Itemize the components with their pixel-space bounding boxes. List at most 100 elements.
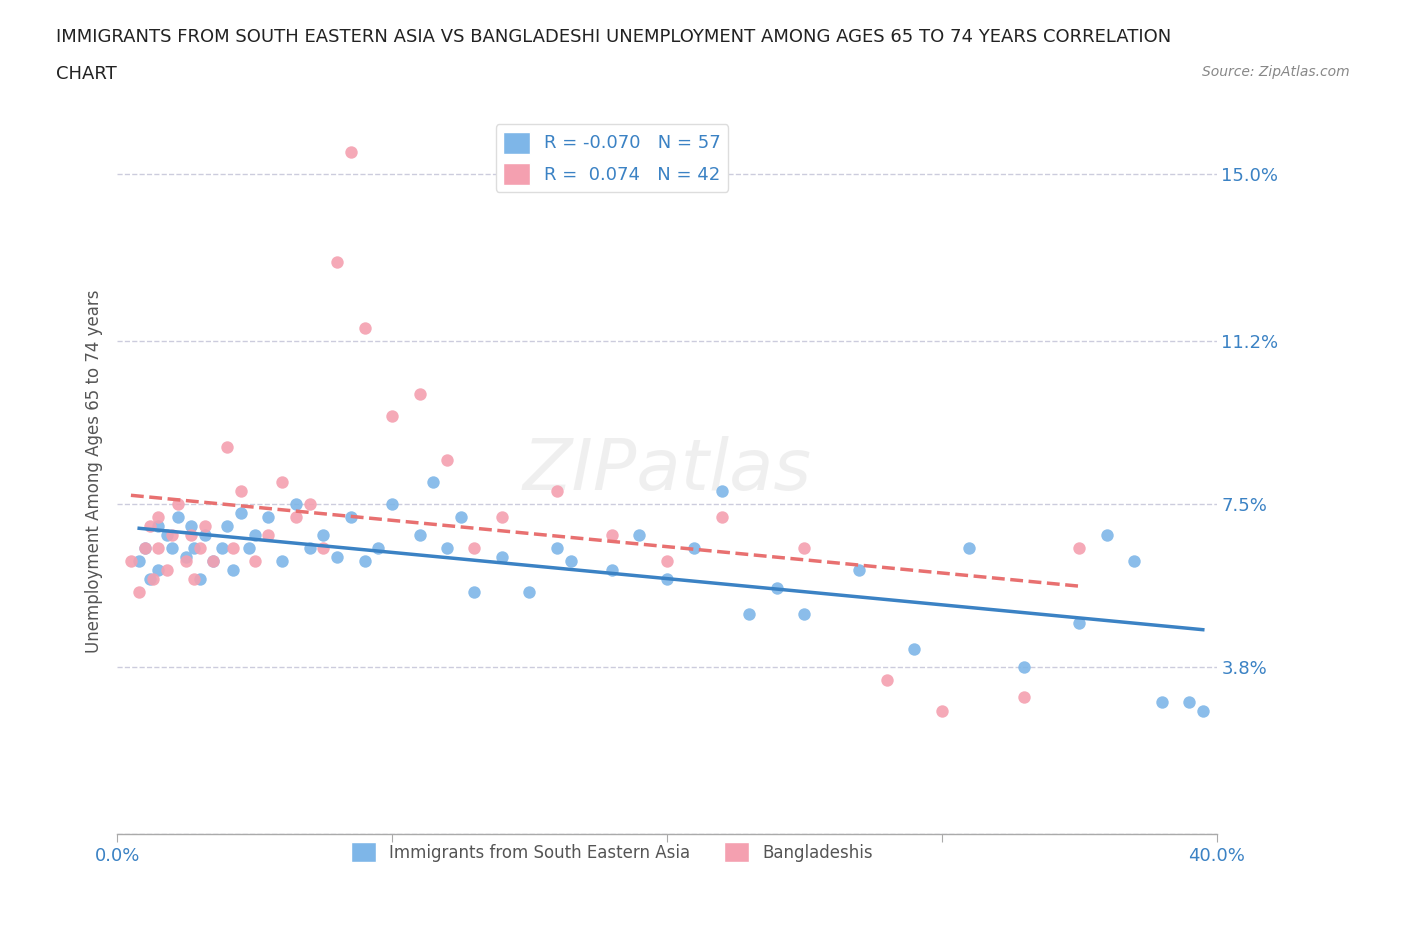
Y-axis label: Unemployment Among Ages 65 to 74 years: Unemployment Among Ages 65 to 74 years xyxy=(86,289,103,653)
Point xyxy=(340,510,363,525)
Point xyxy=(156,527,179,542)
Point xyxy=(381,497,404,512)
Point xyxy=(710,510,733,525)
Point xyxy=(1069,540,1091,555)
Point xyxy=(148,563,170,578)
Point xyxy=(738,606,761,621)
Point xyxy=(1012,659,1035,674)
Point xyxy=(148,510,170,525)
Point xyxy=(257,527,280,542)
Point xyxy=(793,540,815,555)
Point xyxy=(298,497,321,512)
Point xyxy=(463,540,485,555)
Point xyxy=(180,519,202,534)
Point xyxy=(312,527,335,542)
Point xyxy=(793,606,815,621)
Point xyxy=(148,540,170,555)
Point xyxy=(422,474,444,489)
Point xyxy=(183,571,205,586)
Point xyxy=(284,510,307,525)
Point xyxy=(931,703,953,718)
Point xyxy=(142,571,165,586)
Point xyxy=(600,563,623,578)
Point xyxy=(710,484,733,498)
Point xyxy=(436,453,458,468)
Point xyxy=(284,497,307,512)
Point xyxy=(340,144,363,159)
Point xyxy=(1095,527,1118,542)
Point xyxy=(903,642,925,657)
Point xyxy=(257,510,280,525)
Point xyxy=(1123,553,1146,568)
Point xyxy=(367,540,389,555)
Point xyxy=(326,550,349,565)
Point xyxy=(600,527,623,542)
Point xyxy=(217,519,239,534)
Point xyxy=(1012,690,1035,705)
Point xyxy=(765,580,787,595)
Point xyxy=(271,474,294,489)
Point xyxy=(188,540,211,555)
Point xyxy=(166,510,188,525)
Point xyxy=(128,553,150,568)
Point xyxy=(194,519,217,534)
Point xyxy=(491,550,513,565)
Point xyxy=(156,563,179,578)
Point xyxy=(134,540,156,555)
Text: CHART: CHART xyxy=(56,65,117,83)
Point xyxy=(202,553,225,568)
Point xyxy=(174,550,197,565)
Point xyxy=(312,540,335,555)
Point xyxy=(628,527,651,542)
Text: IMMIGRANTS FROM SOUTH EASTERN ASIA VS BANGLADESHI UNEMPLOYMENT AMONG AGES 65 TO : IMMIGRANTS FROM SOUTH EASTERN ASIA VS BA… xyxy=(56,28,1171,46)
Point xyxy=(298,540,321,555)
Point xyxy=(436,540,458,555)
Point xyxy=(655,571,678,586)
Point xyxy=(120,553,142,568)
Point xyxy=(202,553,225,568)
Point xyxy=(408,387,430,402)
Point xyxy=(166,497,188,512)
Point xyxy=(194,527,217,542)
Point xyxy=(1191,703,1213,718)
Point xyxy=(211,540,233,555)
Point xyxy=(957,540,980,555)
Point xyxy=(381,408,404,423)
Point xyxy=(139,519,162,534)
Point xyxy=(655,553,678,568)
Point xyxy=(134,540,156,555)
Point xyxy=(519,584,541,599)
Point xyxy=(463,584,485,599)
Point xyxy=(160,527,183,542)
Point xyxy=(1069,616,1091,631)
Point xyxy=(238,540,260,555)
Point xyxy=(876,672,898,687)
Point xyxy=(180,527,202,542)
Point xyxy=(491,510,513,525)
Point xyxy=(243,527,266,542)
Point xyxy=(183,540,205,555)
Point xyxy=(848,563,870,578)
Point xyxy=(221,540,243,555)
Legend: Immigrants from South Eastern Asia, Bangladeshis: Immigrants from South Eastern Asia, Bang… xyxy=(344,835,879,870)
Point xyxy=(1150,695,1173,710)
Point xyxy=(229,484,252,498)
Point xyxy=(353,553,375,568)
Point xyxy=(1178,695,1201,710)
Point xyxy=(560,553,582,568)
Point xyxy=(160,540,183,555)
Point xyxy=(408,527,430,542)
Point xyxy=(128,584,150,599)
Point xyxy=(271,553,294,568)
Text: ZIPatlas: ZIPatlas xyxy=(523,436,811,505)
Point xyxy=(217,439,239,454)
Point xyxy=(353,321,375,336)
Point xyxy=(450,510,472,525)
Point xyxy=(243,553,266,568)
Point xyxy=(148,519,170,534)
Point xyxy=(174,553,197,568)
Point xyxy=(139,571,162,586)
Point xyxy=(546,540,568,555)
Point xyxy=(326,255,349,270)
Text: Source: ZipAtlas.com: Source: ZipAtlas.com xyxy=(1202,65,1350,79)
